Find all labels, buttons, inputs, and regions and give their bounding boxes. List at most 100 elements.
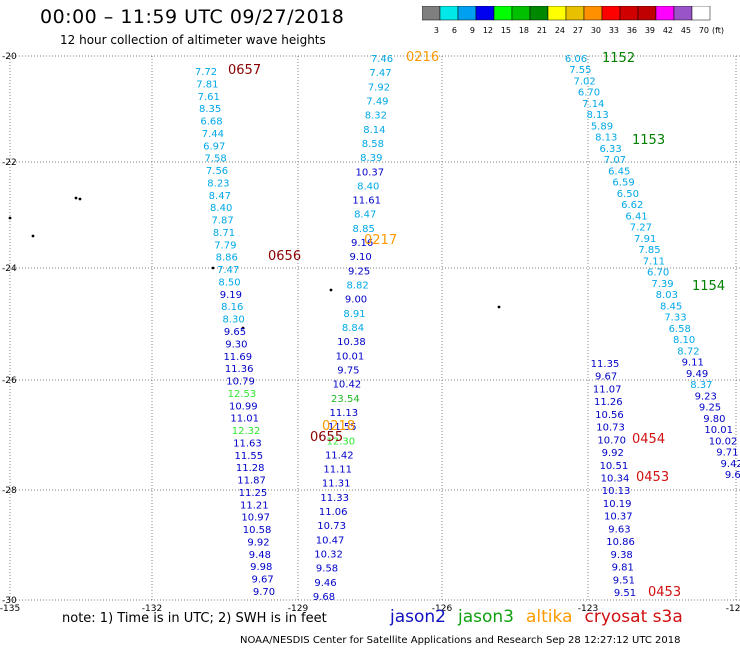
pass-labels: 0657 0656 0655 0216 0217 0218 1152 1153 1154 0454… bbox=[228, 50, 725, 600]
swh-value: 8.32 bbox=[365, 111, 387, 122]
swh-value: 10.38 bbox=[337, 337, 366, 348]
swh-value: 10.01 bbox=[336, 351, 365, 362]
track-values: 7.727.81 7.618.35 6.687.446.97 7.587.568.23… bbox=[195, 54, 740, 603]
note-text: note: 1) Time is in UTC; 2) SWH is in fe… bbox=[62, 611, 327, 626]
swh-value: 9.25 bbox=[699, 403, 721, 414]
pass-time-label: 1153 bbox=[632, 133, 665, 148]
swh-value: 23.54 bbox=[331, 394, 360, 405]
longitude-label: -129 bbox=[288, 604, 309, 614]
legend-label: 18 bbox=[519, 26, 529, 35]
swh-value: 10.58 bbox=[243, 525, 272, 536]
swh-value: 8.14 bbox=[363, 125, 385, 136]
legend-swatch bbox=[619, 6, 639, 21]
swh-value: 10.56 bbox=[595, 410, 624, 421]
swh-value: 11.07 bbox=[593, 384, 622, 395]
legend-label: 70 bbox=[699, 26, 709, 35]
swh-value: 7.07 bbox=[604, 155, 626, 166]
swh-value: 8.16 bbox=[221, 302, 243, 313]
swh-value: 8.47 bbox=[209, 191, 231, 202]
swh-value: 12.32 bbox=[232, 426, 261, 437]
swh-value: 6.06 bbox=[565, 54, 587, 65]
swh-value: 7.56 bbox=[206, 166, 228, 177]
swh-value: 6.62 bbox=[621, 200, 643, 211]
island-marker bbox=[241, 326, 245, 330]
longitude-label: -120 bbox=[726, 604, 740, 614]
swh-value: 8.39 bbox=[360, 153, 382, 164]
swh-value: 11.61 bbox=[352, 196, 381, 207]
longitude-label: -132 bbox=[142, 604, 162, 614]
swh-value: 10.02 bbox=[709, 436, 738, 447]
swh-value: 7.14 bbox=[582, 99, 604, 110]
swh-value: 9.48 bbox=[249, 550, 271, 561]
swh-value: 10.32 bbox=[314, 550, 343, 561]
latitude-label: -28 bbox=[2, 486, 17, 496]
swh-value: 8.84 bbox=[342, 323, 364, 334]
swh-value: 10.34 bbox=[601, 474, 630, 485]
swh-value: 9.65 bbox=[224, 327, 246, 338]
swh-value: 9.19 bbox=[220, 290, 242, 301]
legend-swatch bbox=[475, 6, 495, 21]
swh-value: 7.02 bbox=[574, 76, 596, 87]
swh-value: 6.33 bbox=[599, 144, 621, 155]
swh-value: 6.68 bbox=[200, 117, 222, 128]
pass-time-label: 0216 bbox=[406, 50, 439, 65]
swh-value: 9.10 bbox=[349, 252, 371, 263]
swh-value: 11.42 bbox=[325, 450, 354, 461]
legend-label: 21 bbox=[537, 26, 547, 35]
swh-value: 8.40 bbox=[210, 203, 232, 214]
swh-value: 8.50 bbox=[218, 277, 240, 288]
map-subtitle: 12 hour collection of altimeter wave hei… bbox=[60, 33, 326, 47]
swh-value: 7.49 bbox=[366, 96, 388, 107]
swh-value: 12.30 bbox=[326, 436, 355, 447]
swh-value: 9.63 bbox=[608, 524, 630, 535]
swh-value: 7.87 bbox=[211, 216, 233, 227]
swh-value: 11.25 bbox=[239, 488, 268, 499]
island-marker bbox=[497, 305, 501, 309]
swh-value: 6.70 bbox=[647, 268, 669, 279]
legend-swatch bbox=[673, 6, 693, 21]
map-axis-labels: -135 -132 -129 -126 -123 -120 -20 -22 -24 -26 -28 -… bbox=[0, 52, 740, 614]
latitude-label: -20 bbox=[2, 52, 17, 62]
pass-time-label: 0218 bbox=[322, 419, 355, 434]
swh-value: 8.45 bbox=[660, 301, 682, 312]
swh-value: 9.92 bbox=[247, 537, 269, 548]
swh-value: 11.69 bbox=[223, 352, 252, 363]
legend-label: 15 bbox=[501, 26, 511, 35]
swh-value: 9.38 bbox=[611, 550, 633, 561]
swh-value: 6.41 bbox=[625, 211, 647, 222]
swh-value: 8.72 bbox=[677, 346, 699, 357]
legend-label: 45 bbox=[681, 26, 691, 35]
swh-value: 8.71 bbox=[213, 228, 235, 239]
swh-value: 8.37 bbox=[690, 380, 712, 391]
swh-value: 11.21 bbox=[240, 500, 269, 511]
swh-value: 9.80 bbox=[703, 414, 725, 425]
swh-value: 11.11 bbox=[323, 465, 352, 476]
legend-swatch bbox=[511, 6, 531, 21]
swh-value: 8.13 bbox=[595, 133, 617, 144]
island-marker bbox=[78, 197, 82, 201]
swh-value: 9.46 bbox=[314, 578, 336, 589]
legend-swatch bbox=[583, 6, 603, 21]
swh-value: 6.59 bbox=[612, 178, 634, 189]
pass-time-label: 0217 bbox=[364, 233, 397, 248]
swh-value: 9.00 bbox=[345, 295, 367, 306]
legend-label: 33 bbox=[609, 26, 619, 35]
legend-label: 39 bbox=[645, 26, 655, 35]
swh-value: 8.10 bbox=[673, 335, 695, 346]
swh-value: 9.11 bbox=[682, 358, 704, 369]
swh-value: 9.16 bbox=[351, 238, 373, 249]
swh-value: 8.86 bbox=[216, 253, 238, 264]
swh-value: 9.70 bbox=[253, 587, 275, 598]
swh-value: 8.13 bbox=[586, 110, 608, 121]
legend-label: 27 bbox=[573, 26, 583, 35]
swh-value: 8.82 bbox=[346, 281, 368, 292]
swh-value: 7.81 bbox=[196, 79, 218, 90]
swh-value: 8.91 bbox=[343, 309, 365, 320]
island-marker bbox=[74, 196, 78, 200]
island-marker bbox=[8, 216, 12, 220]
legend-swatch bbox=[457, 6, 477, 21]
swh-value: 9.62 bbox=[725, 470, 740, 481]
swh-value: 9.92 bbox=[602, 448, 624, 459]
mission-label: altika bbox=[526, 607, 573, 627]
